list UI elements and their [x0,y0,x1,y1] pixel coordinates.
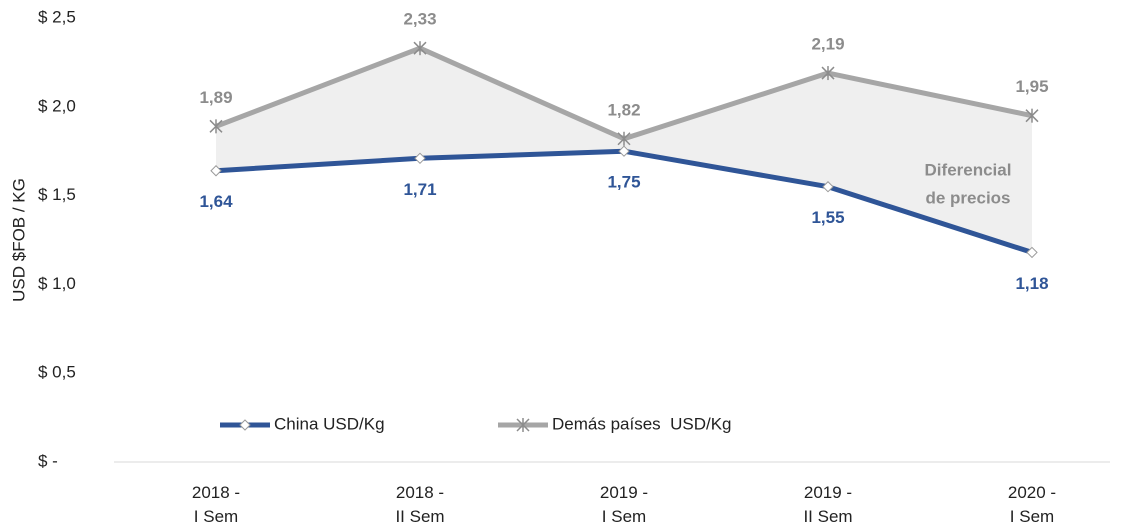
x-tick-label: 2018 - II Sem [395,483,444,526]
marker [1025,108,1039,123]
x-tick-label: 2018 - I Sem [192,483,240,526]
marker [516,418,530,432]
marker [209,119,223,134]
y-tick-label: $ 2,0 [38,96,76,115]
marker [210,165,222,177]
marker [239,419,251,431]
data-label: 1,71 [403,180,436,199]
x-tick-line: 2019 - [804,483,852,502]
data-label: 1,18 [1015,274,1048,293]
marker [822,181,834,193]
y-tick-label: $ 1,5 [38,185,76,204]
x-tick-label: 2019 - I Sem [600,483,648,526]
x-tick-line: II Sem [395,507,444,526]
y-tick-label: $ - [38,451,58,470]
x-tick-line: I Sem [194,507,238,526]
data-label: 1,95 [1015,77,1048,96]
y-tick-label: $ 1,0 [38,274,76,293]
data-label: 1,64 [199,192,233,211]
y-tick-label: $ 2,5 [38,7,76,26]
x-tick-line: I Sem [602,507,646,526]
marker [618,145,630,157]
data-label: 2,33 [403,10,436,29]
data-label: 1,75 [607,173,640,192]
annotation: de precios [925,188,1010,207]
marker [1026,246,1038,259]
y-tick-label: $ 0,5 [38,363,76,382]
y-axis-label: USD $FOB / KG [9,178,28,302]
x-tick-line: 2018 - [192,483,240,502]
x-tick-line: 2018 - [396,483,444,502]
data-label: 2,19 [811,35,844,54]
marker [821,66,835,81]
data-label: 1,82 [607,100,640,119]
data-label: 1,89 [199,88,232,107]
data-label: 1,55 [811,208,844,227]
x-tick-line: 2020 - [1008,483,1056,502]
x-tick-label: 2019 - II Sem [803,483,852,526]
x-tick-line: II Sem [803,507,852,526]
x-tick-label: 2020 - I Sem [1008,483,1056,526]
legend-label: Demás países USD/Kg [552,414,732,433]
marker [414,152,426,165]
marker [617,131,631,146]
x-tick-line: I Sem [1010,507,1054,526]
x-tick-line: 2019 - [600,483,648,502]
annotation: Diferencial [925,160,1012,179]
legend-label: China USD/Kg [274,414,385,433]
marker [413,41,427,56]
